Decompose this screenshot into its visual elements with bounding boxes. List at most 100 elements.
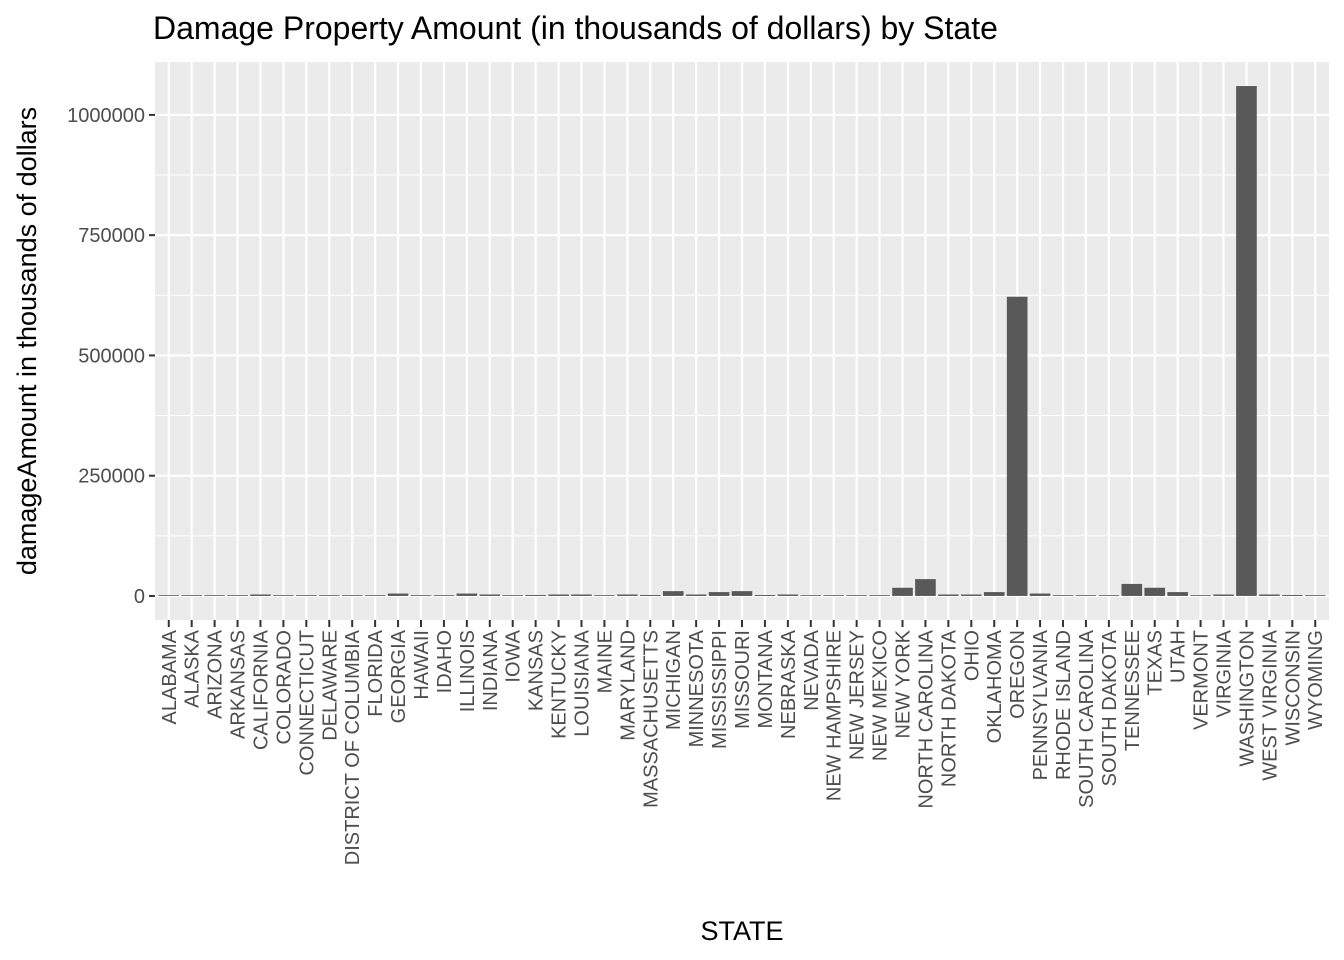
bar-pennsylvania <box>1029 593 1051 596</box>
x-tick-label: NORTH CAROLINA <box>915 629 937 808</box>
x-tick-label: RHODE ISLAND <box>1053 630 1075 780</box>
x-tick-label: NEW JERSEY <box>847 630 869 760</box>
y-axis: 0 250000 500000 750000 1000000 <box>67 105 155 608</box>
bar-new-mexico <box>869 595 890 596</box>
bar-colorado <box>273 595 294 596</box>
x-tick-label: NEW MEXICO <box>870 630 892 761</box>
x-tick-label: NEVADA <box>801 629 823 710</box>
bar-california <box>250 594 271 596</box>
x-tick-label: FLORIDA <box>365 629 387 716</box>
x-tick-label: SOUTH DAKOTA <box>1099 629 1121 786</box>
y-tick-label: 750000 <box>78 225 145 247</box>
bar-nevada <box>800 595 822 596</box>
x-tick-label: MAINE <box>594 630 616 693</box>
chart-title: Damage Property Amount (in thousands of … <box>153 10 998 46</box>
x-tick-label: ARKANSAS <box>228 630 250 739</box>
x-tick-label: ALASKA <box>182 629 204 707</box>
bar-oregon <box>1006 296 1028 596</box>
x-tick-label: NEW HAMPSHIRE <box>824 630 846 801</box>
bar-missouri <box>731 591 753 596</box>
bar-louisiana <box>571 594 592 596</box>
bar-tennessee <box>1121 583 1143 596</box>
bar-district-of-columbia <box>341 595 363 596</box>
x-tick-label: LOUISIANA <box>571 629 593 736</box>
bar-wisconsin <box>1281 594 1303 596</box>
x-tick-label: WYOMING <box>1305 630 1327 730</box>
bar-idaho <box>433 595 455 596</box>
bar-south-carolina <box>1075 595 1097 596</box>
x-tick-label: IDAHO <box>434 630 456 693</box>
bar-utah <box>1167 592 1188 596</box>
x-tick-label: DISTRICT OF COLUMBIA <box>342 629 364 865</box>
bar-virginia <box>1213 594 1234 596</box>
bar-new-york <box>892 587 913 596</box>
x-tick-label: KANSAS <box>526 630 548 711</box>
bar-washington <box>1236 86 1257 596</box>
bar-delaware <box>318 595 340 596</box>
x-tick-label: ARIZONA <box>205 629 227 719</box>
bar-north-dakota <box>938 594 959 596</box>
x-tick-label: VIRGINIA <box>1214 629 1236 717</box>
x-axis: ALABAMA ALASKA ARIZONA ARKANSAS CALIFORNIA CO… <box>159 620 1327 865</box>
x-tick-label: MICHIGAN <box>663 630 685 730</box>
x-tick-label: MARYLAND <box>617 630 639 741</box>
bar-ohio <box>960 594 982 596</box>
x-tick-label: KENTUCKY <box>549 630 571 739</box>
bar-arizona <box>204 595 225 596</box>
x-tick-label: CALIFORNIA <box>250 629 272 750</box>
x-tick-label: PENNSYLVANIA <box>1030 629 1052 780</box>
bar-maine <box>594 595 615 596</box>
x-tick-label: OHIO <box>961 630 983 681</box>
bars <box>158 86 1326 596</box>
x-tick-label: GEORGIA <box>388 629 410 723</box>
y-tick-label: 500000 <box>78 345 145 367</box>
x-tick-label: VERMONT <box>1191 630 1213 730</box>
x-tick-label: OREGON <box>1007 630 1029 719</box>
bar-new-jersey <box>846 595 867 596</box>
y-tick-label: 250000 <box>78 466 145 488</box>
bar-alabama <box>158 595 180 596</box>
bar-oklahoma <box>983 592 1005 596</box>
x-tick-label: MISSISSIPPI <box>709 630 731 749</box>
x-tick-label: SOUTH CAROLINA <box>1076 629 1098 807</box>
x-tick-label: WASHINGTON <box>1236 630 1258 767</box>
x-tick-label: CONNECTICUT <box>296 630 318 776</box>
bar-wyoming <box>1304 595 1326 596</box>
bar-indiana <box>479 594 501 596</box>
bar-nebraska <box>777 594 799 596</box>
x-tick-label: NEBRASKA <box>778 629 800 739</box>
x-tick-label: WEST VIRGINIA <box>1259 629 1281 780</box>
x-tick-label: NEW YORK <box>893 629 915 738</box>
x-tick-label: IOWA <box>503 629 525 682</box>
x-tick-label: TEXAS <box>1145 630 1167 696</box>
bar-south-dakota <box>1098 595 1120 596</box>
bar-georgia <box>387 593 409 596</box>
bar-mississippi <box>708 592 730 596</box>
bar-kentucky <box>548 594 569 596</box>
bar-connecticut <box>296 595 317 596</box>
y-axis-title: damageAmount in thousands of dollars <box>12 107 42 575</box>
x-tick-label: TENNESSEE <box>1122 630 1144 751</box>
bar-west-virginia <box>1259 594 1280 596</box>
x-tick-label: NORTH DAKOTA <box>938 629 960 787</box>
bar-new-hampshire <box>823 595 845 596</box>
bar-texas <box>1144 587 1166 596</box>
bar-hawaii <box>410 595 432 596</box>
bar-florida <box>364 595 386 596</box>
y-tick-label: 0 <box>134 586 145 608</box>
x-tick-label: COLORADO <box>273 630 295 744</box>
x-tick-label: HAWAII <box>411 630 433 700</box>
x-tick-label: DELAWARE <box>319 630 341 741</box>
x-axis-title: STATE <box>700 916 783 946</box>
x-tick-label: MISSOURI <box>732 630 754 729</box>
x-tick-label: ILLINOIS <box>457 630 479 712</box>
bar-kansas <box>525 594 546 596</box>
bar-massachusetts <box>639 594 661 596</box>
x-tick-label: ALABAMA <box>159 629 181 724</box>
bar-vermont <box>1190 595 1211 596</box>
bar-illinois <box>456 593 478 596</box>
y-tick-label: 1000000 <box>67 105 145 127</box>
bar-alaska <box>181 595 203 596</box>
x-tick-label: MINNESOTA <box>686 629 708 747</box>
